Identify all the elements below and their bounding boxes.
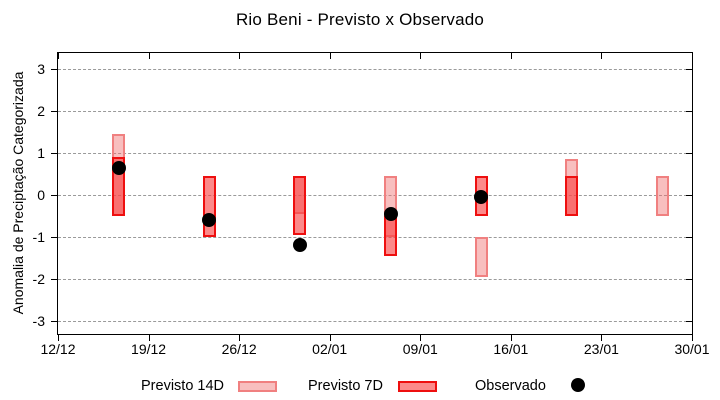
x-tick-label: 26/12 bbox=[221, 341, 257, 357]
y-tick-left bbox=[51, 69, 57, 70]
gridline bbox=[58, 68, 692, 70]
y-tick-right bbox=[686, 153, 692, 154]
observado-point bbox=[202, 213, 217, 228]
legend: Previsto 14D Previsto 7D Observado bbox=[0, 372, 720, 398]
legend-label-previsto-14d: Previsto 14D bbox=[141, 378, 225, 394]
legend-swatch-previsto-7d-icon bbox=[398, 381, 437, 392]
x-tick-top bbox=[601, 53, 603, 59]
observado-point bbox=[111, 160, 126, 175]
x-tick-top bbox=[420, 53, 422, 59]
y-tick-left bbox=[51, 279, 57, 280]
legend-swatch-previsto-14d-icon bbox=[238, 381, 277, 392]
x-tick-bottom bbox=[601, 335, 603, 341]
x-tick-top bbox=[148, 53, 150, 59]
y-tick-right bbox=[686, 195, 692, 196]
range-bar-previsto-14d bbox=[655, 176, 669, 216]
y-tick-label: -3 bbox=[32, 313, 45, 329]
y-tick-label: 3 bbox=[37, 61, 45, 77]
x-tick-top bbox=[329, 53, 331, 59]
x-tick-top bbox=[510, 53, 512, 59]
y-tick-left bbox=[51, 111, 57, 112]
range-bar-previsto-7d bbox=[202, 176, 216, 237]
x-tick-bottom bbox=[239, 335, 241, 341]
range-bar-previsto-7d bbox=[293, 176, 307, 235]
x-tick-bottom bbox=[148, 335, 150, 341]
gridline bbox=[58, 110, 692, 112]
y-tick-label: 0 bbox=[37, 187, 45, 203]
x-tick-top bbox=[239, 53, 241, 59]
x-tick-label: 02/01 bbox=[312, 341, 348, 357]
observado-point bbox=[383, 206, 398, 221]
y-tick-right bbox=[686, 321, 692, 322]
x-tick-bottom bbox=[329, 335, 331, 341]
plot-area: 3 2 1 0 -1 -2 -3 12/12 19/12 26/12 02/01 09/01 16/01… bbox=[33, 52, 710, 356]
y-tick-label: 1 bbox=[37, 145, 45, 161]
y-tick-label: -1 bbox=[32, 229, 45, 245]
range-bar-previsto-14d bbox=[474, 237, 488, 277]
x-tick-bottom bbox=[58, 335, 59, 341]
observado-point bbox=[292, 238, 307, 253]
y-tick-right bbox=[686, 69, 692, 70]
x-tick-bottom bbox=[692, 335, 693, 341]
x-tick-label: 12/12 bbox=[40, 341, 76, 357]
x-tick-top bbox=[692, 53, 693, 59]
y-tick-left bbox=[51, 237, 57, 238]
y-tick-left bbox=[51, 321, 57, 322]
chart-title: Rio Beni - Previsto x Observado bbox=[235, 10, 485, 29]
y-tick-right bbox=[686, 237, 692, 238]
y-tick-label: 2 bbox=[37, 103, 45, 119]
y-tick-left bbox=[51, 195, 57, 196]
x-tick-label: 19/12 bbox=[131, 341, 167, 357]
gridline bbox=[58, 278, 692, 280]
x-tick-label: 09/01 bbox=[402, 341, 438, 357]
y-tick-left bbox=[51, 153, 57, 154]
x-tick-bottom bbox=[510, 335, 512, 341]
range-bar-previsto-7d bbox=[384, 216, 398, 256]
x-tick-label: 30/01 bbox=[674, 341, 710, 357]
gridline bbox=[58, 320, 692, 322]
legend-label-previsto-7d: Previsto 7D bbox=[308, 378, 383, 394]
legend-observado-dot-icon bbox=[571, 378, 585, 392]
gridline bbox=[58, 194, 692, 196]
y-tick-right bbox=[686, 279, 692, 280]
gridline bbox=[58, 236, 692, 238]
y-tick-label: -2 bbox=[32, 271, 45, 287]
x-tick-bottom bbox=[420, 335, 422, 341]
y-tick-right bbox=[686, 111, 692, 112]
range-bar-previsto-7d bbox=[565, 176, 579, 216]
gridline bbox=[58, 152, 692, 154]
x-tick-label: 23/01 bbox=[583, 341, 619, 357]
x-tick-label: 16/01 bbox=[493, 341, 529, 357]
legend-label-observado: Observado bbox=[475, 378, 546, 394]
x-tick-top bbox=[58, 53, 59, 59]
observado-point bbox=[474, 190, 489, 205]
